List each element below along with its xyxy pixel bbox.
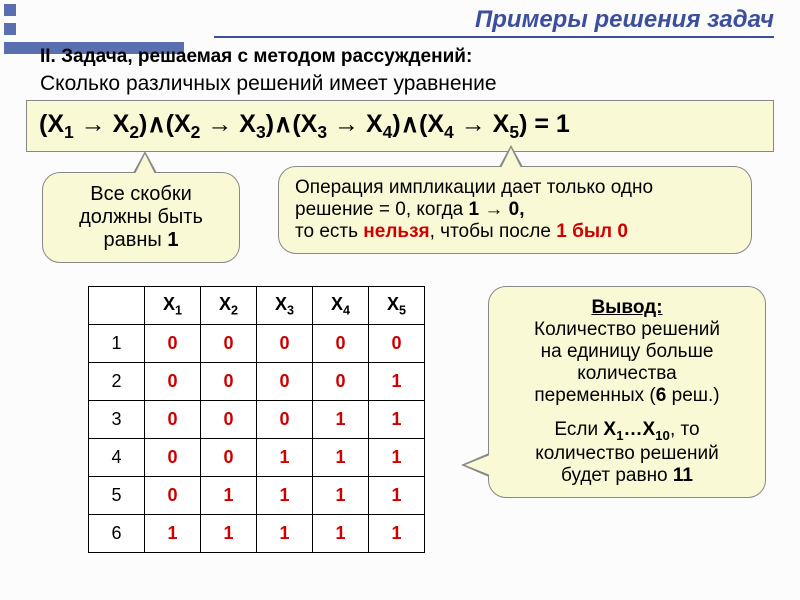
table-cell: 1 [257,477,313,515]
table-cell: 1 [257,439,313,477]
c2l3r: нельзя [363,221,429,242]
truth-table: X1X2X3X4X5 10000020000130001140011150111… [88,286,425,553]
table-cell: 1 [313,401,369,439]
table-cell: 0 [257,325,313,363]
table-cell: 0 [257,363,313,401]
c3l7: количество решений [505,443,749,465]
table-cell: 0 [257,401,313,439]
callout1-line1: Все скобки [59,183,223,206]
row-number: 5 [89,477,145,515]
conclusion-heading: Вывод: [505,297,749,319]
table-header: X1 [145,287,201,325]
callout1-line3: равны 1 [59,229,223,252]
callout1-line2: должны быть [59,206,223,229]
c3l8a: будет равно [561,465,673,486]
table-header: X3 [257,287,313,325]
c3l6c: …X [623,419,655,440]
table-cell: 0 [145,325,201,363]
table-cell: 1 [369,477,425,515]
table-cell: 0 [145,401,201,439]
problem-subheading: Сколько различных решений имеет уравнени… [40,72,497,96]
table-cell: 0 [369,325,425,363]
c3l1: Количество решений [505,319,749,341]
callout1-bold: 1 [167,229,178,251]
table-row: 501111 [89,477,425,515]
c3l4: переменных (6 реш.) [505,385,749,407]
table-cell: 1 [145,515,201,553]
table-header: X2 [201,287,257,325]
c3l8: будет равно 11 [505,465,749,487]
table-cell: 1 [201,515,257,553]
table-row: 400111 [89,439,425,477]
c3l8b: 11 [673,465,693,486]
spacer [505,407,749,419]
row-number: 3 [89,401,145,439]
table-cell: 0 [201,401,257,439]
formula: (X1 → X2)∧(X2 → X3)∧(X3 → X4)∧(X4 → X5) … [26,100,774,152]
c3l6s2: 10 [655,428,670,443]
table-cell: 0 [201,363,257,401]
table-header [89,287,145,325]
c3l6: Если X1…X10, то [505,419,749,443]
table-cell: 0 [201,439,257,477]
callout-conclusion: Вывод: Количество решений на единицу бол… [488,286,766,498]
row-number: 1 [89,325,145,363]
table-cell: 1 [369,401,425,439]
row-number: 6 [89,515,145,553]
callout2-line2: решение = 0, когда 1 → 0, [295,199,735,221]
callout2-line1: Операция импликации дает только одно [295,177,735,199]
row-number: 4 [89,439,145,477]
table-cell: 1 [257,515,313,553]
callout1-pre: равны [104,229,168,251]
table-cell: 1 [369,515,425,553]
table-cell: 1 [369,439,425,477]
c2l2b: 1 → 0, [469,199,525,220]
table-cell: 0 [313,325,369,363]
table-header: X5 [369,287,425,325]
c2l3c: 1 был 0 [556,221,628,242]
c3h: Вывод: [591,297,662,318]
table-row: 300011 [89,401,425,439]
table-cell: 0 [145,439,201,477]
c2l3b: , чтобы после [430,221,557,242]
callout-implication: Операция импликации дает только одно реш… [278,166,752,254]
table-row: 100000 [89,325,425,363]
table-row: 200001 [89,363,425,401]
c3l4a: переменных ( [534,385,655,406]
problem-heading: II. Задача, решаемая с методом рассужден… [40,46,472,68]
page-title: Примеры решения задач [214,6,774,38]
table-header-row: X1X2X3X4X5 [89,287,425,325]
c3l2: на единицу больше [505,341,749,363]
table-header: X4 [313,287,369,325]
table-cell: 1 [313,439,369,477]
c3l6a: Если [554,419,603,440]
c3l4b: 6 [656,385,667,406]
table-cell: 1 [313,477,369,515]
c3l3: количества [505,363,749,385]
row-number: 2 [89,363,145,401]
table-cell: 0 [313,363,369,401]
table-cell: 1 [201,477,257,515]
c3l4c: реш.) [666,385,719,406]
table-cell: 0 [201,325,257,363]
c2l2a: решение = 0, когда [295,199,469,220]
table-cell: 1 [313,515,369,553]
table-body: 100000200001300011400111501111611111 [89,325,425,553]
callout2-line3: то есть нельзя, чтобы после 1 был 0 [295,221,735,243]
c3l6d: , то [670,419,700,440]
table-cell: 1 [369,363,425,401]
table-cell: 0 [145,477,201,515]
c3l6b: X [603,419,616,440]
table-row: 611111 [89,515,425,553]
callout-brackets-equal-one: Все скобки должны быть равны 1 [42,172,240,263]
formula-text: (X1 → X2)∧(X2 → X3)∧(X3 → X4)∧(X4 → X5) … [39,110,570,138]
table-cell: 0 [145,363,201,401]
c2l3a: то есть [295,221,363,242]
